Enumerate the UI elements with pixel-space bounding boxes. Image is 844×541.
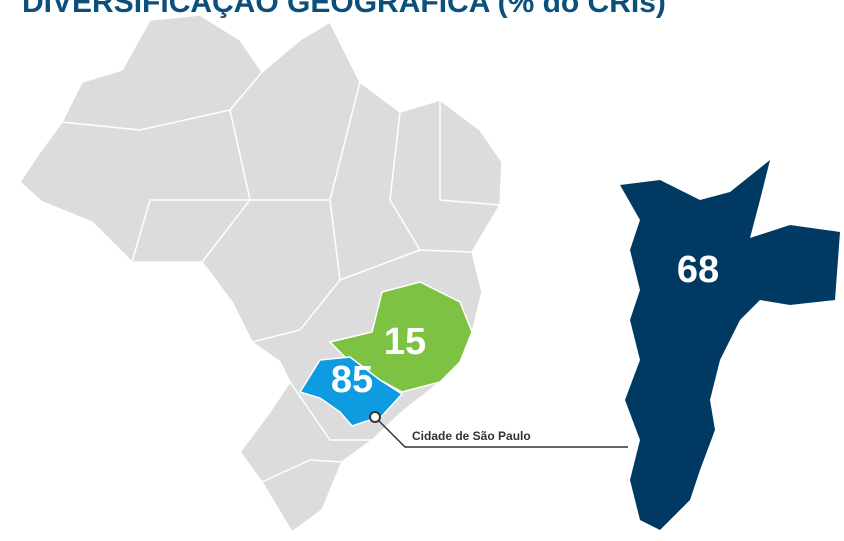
state-borders	[61, 71, 501, 483]
city-value: 68	[677, 249, 719, 291]
city-marker	[369, 411, 381, 423]
city-shape	[620, 160, 840, 530]
region-value: 15	[384, 321, 426, 363]
callout-line	[377, 419, 628, 448]
title: DIVERSIFICAÇÃO GEOGRÁFICA (% do CRIs)	[22, 0, 666, 19]
brazil	[19, 14, 503, 534]
region-sao-paulo	[298, 356, 404, 427]
region-value: 85	[331, 359, 373, 401]
city-label: Cidade de São Paulo	[412, 429, 531, 443]
